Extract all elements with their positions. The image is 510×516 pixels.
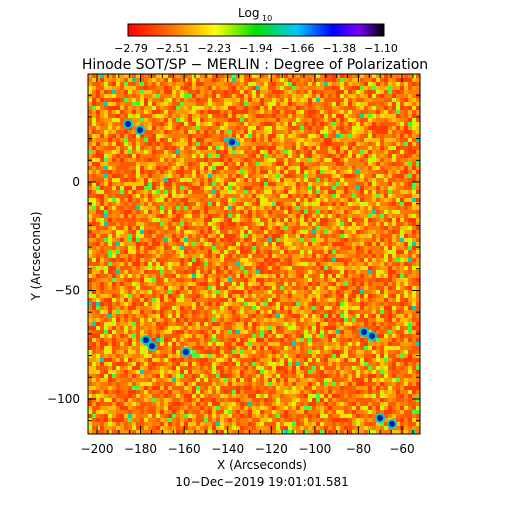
- y-tick-label: −100: [47, 392, 80, 406]
- colorbar-tick-label: −2.23: [197, 42, 231, 55]
- y-tick-label: 0: [72, 175, 80, 189]
- colorbar-ticks: −2.79 −2.51 −2.23 −1.94 −1.66 −1.38 −1.10: [114, 42, 398, 55]
- colorbar-title: Log: [238, 6, 259, 20]
- timestamp: 10−Dec−2019 19:01:01.581: [175, 475, 349, 489]
- x-tick-label: −200: [81, 442, 114, 456]
- colorbar-title-subscript: 10: [262, 14, 272, 23]
- x-tick-label: −60: [389, 442, 414, 456]
- colorbar-tick-label: −1.66: [281, 42, 315, 55]
- plot-title: Hinode SOT/SP − MERLIN : Degree of Polar…: [82, 57, 428, 73]
- x-tick-label: −160: [168, 442, 201, 456]
- y-axis-label: Y (Arcseconds): [29, 211, 43, 301]
- x-tick-label: −180: [124, 442, 157, 456]
- x-axis-label: X (Arcseconds): [217, 458, 307, 472]
- colorbar: [128, 24, 384, 36]
- colorbar-tick-label: −1.10: [364, 42, 398, 55]
- colorbar-tick-label: −2.79: [114, 42, 148, 55]
- polarization-map: [88, 74, 420, 434]
- x-tick-label: −120: [255, 442, 288, 456]
- x-tick-label: −100: [298, 442, 331, 456]
- x-tick-label: −80: [346, 442, 371, 456]
- colorbar-tick-label: −2.51: [156, 42, 190, 55]
- colorbar-tick-label: −1.38: [322, 42, 356, 55]
- colorbar-tick-label: −1.94: [239, 42, 273, 55]
- x-tick-label: −140: [211, 442, 244, 456]
- y-tick-label: −50: [55, 284, 80, 298]
